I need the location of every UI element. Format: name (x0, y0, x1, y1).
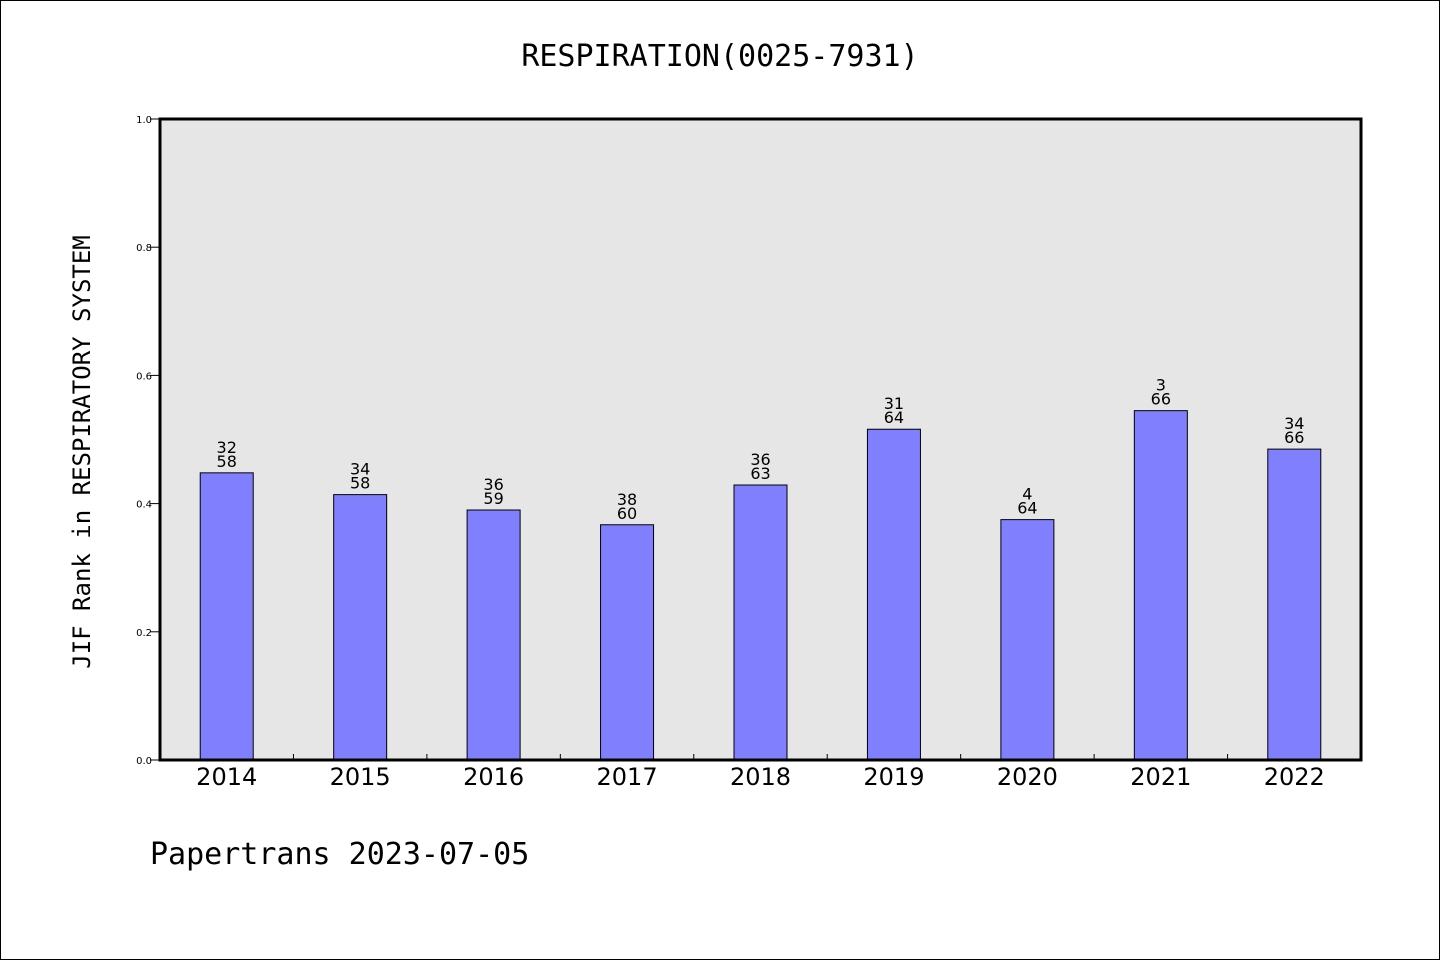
bar-label-bottom: 64 (1017, 499, 1037, 518)
bar-label-top: 38 (617, 490, 637, 509)
bar-label-bottom: 63 (750, 464, 770, 483)
x-tick-label: 2019 (863, 763, 924, 791)
bar-label-top: 36 (750, 450, 770, 469)
bar-label-bottom: 58 (350, 474, 370, 493)
y-tick-label: 0.4 (136, 500, 152, 511)
y-tick-label: 0.2 (136, 628, 152, 639)
bar-2015 (333, 494, 388, 761)
bar-label-top: 34 (1284, 414, 1304, 433)
x-tick-label: 2022 (1264, 763, 1325, 791)
bar-label-top: 31 (884, 394, 904, 413)
bar-2022 (1267, 448, 1322, 761)
bar-label-top: 34 (350, 460, 370, 479)
bar-label-bottom: 59 (483, 489, 503, 508)
bar-label-top: 3 (1156, 376, 1166, 395)
y-tick-label: 0.6 (136, 371, 152, 382)
bar-label-top: 4 (1022, 485, 1032, 504)
bar-2020 (1000, 519, 1055, 761)
footer-text: Papertrans 2023-07-05 (150, 837, 529, 872)
bar-2014 (199, 472, 254, 761)
x-tick-label: 2015 (330, 763, 391, 791)
bar-2017 (600, 524, 655, 761)
bar-label-bottom: 58 (217, 452, 237, 471)
x-axis-ticks: 2014 2015 2016 2017 2018 2019 2020 2021 2022 (196, 754, 1325, 791)
bar-label-top: 36 (483, 475, 503, 494)
x-tick-label: 2021 (1130, 763, 1191, 791)
y-tick-label: 0.0 (136, 756, 152, 767)
bar-label-bottom: 66 (1151, 390, 1171, 409)
bar-2019 (866, 428, 921, 761)
x-tick-label: 2017 (597, 763, 658, 791)
x-tick-label: 2018 (730, 763, 791, 791)
bar-label-top: 32 (217, 438, 237, 457)
bar-label-bottom: 66 (1284, 428, 1304, 447)
y-axis-ticks: 0.0 0.2 0.4 0.6 0.8 1.0 (136, 115, 160, 767)
x-tick-label: 2020 (997, 763, 1058, 791)
y-axis-label: JIF Rank in RESPIRATORY SYSTEM (68, 235, 96, 668)
x-tick-label: 2014 (196, 763, 257, 791)
bar-2018 (733, 484, 788, 761)
bar-label-bottom: 64 (884, 408, 904, 427)
chart-title: RESPIRATION(0025-7931) (521, 39, 918, 74)
bar-2021 (1133, 410, 1188, 761)
x-tick-label: 2016 (463, 763, 524, 791)
bar-label-bottom: 60 (617, 504, 637, 523)
plot-border (158, 117, 1363, 762)
y-tick-label: 1.0 (136, 115, 152, 126)
y-tick-label: 0.8 (136, 243, 152, 254)
bar-2016 (466, 509, 521, 761)
